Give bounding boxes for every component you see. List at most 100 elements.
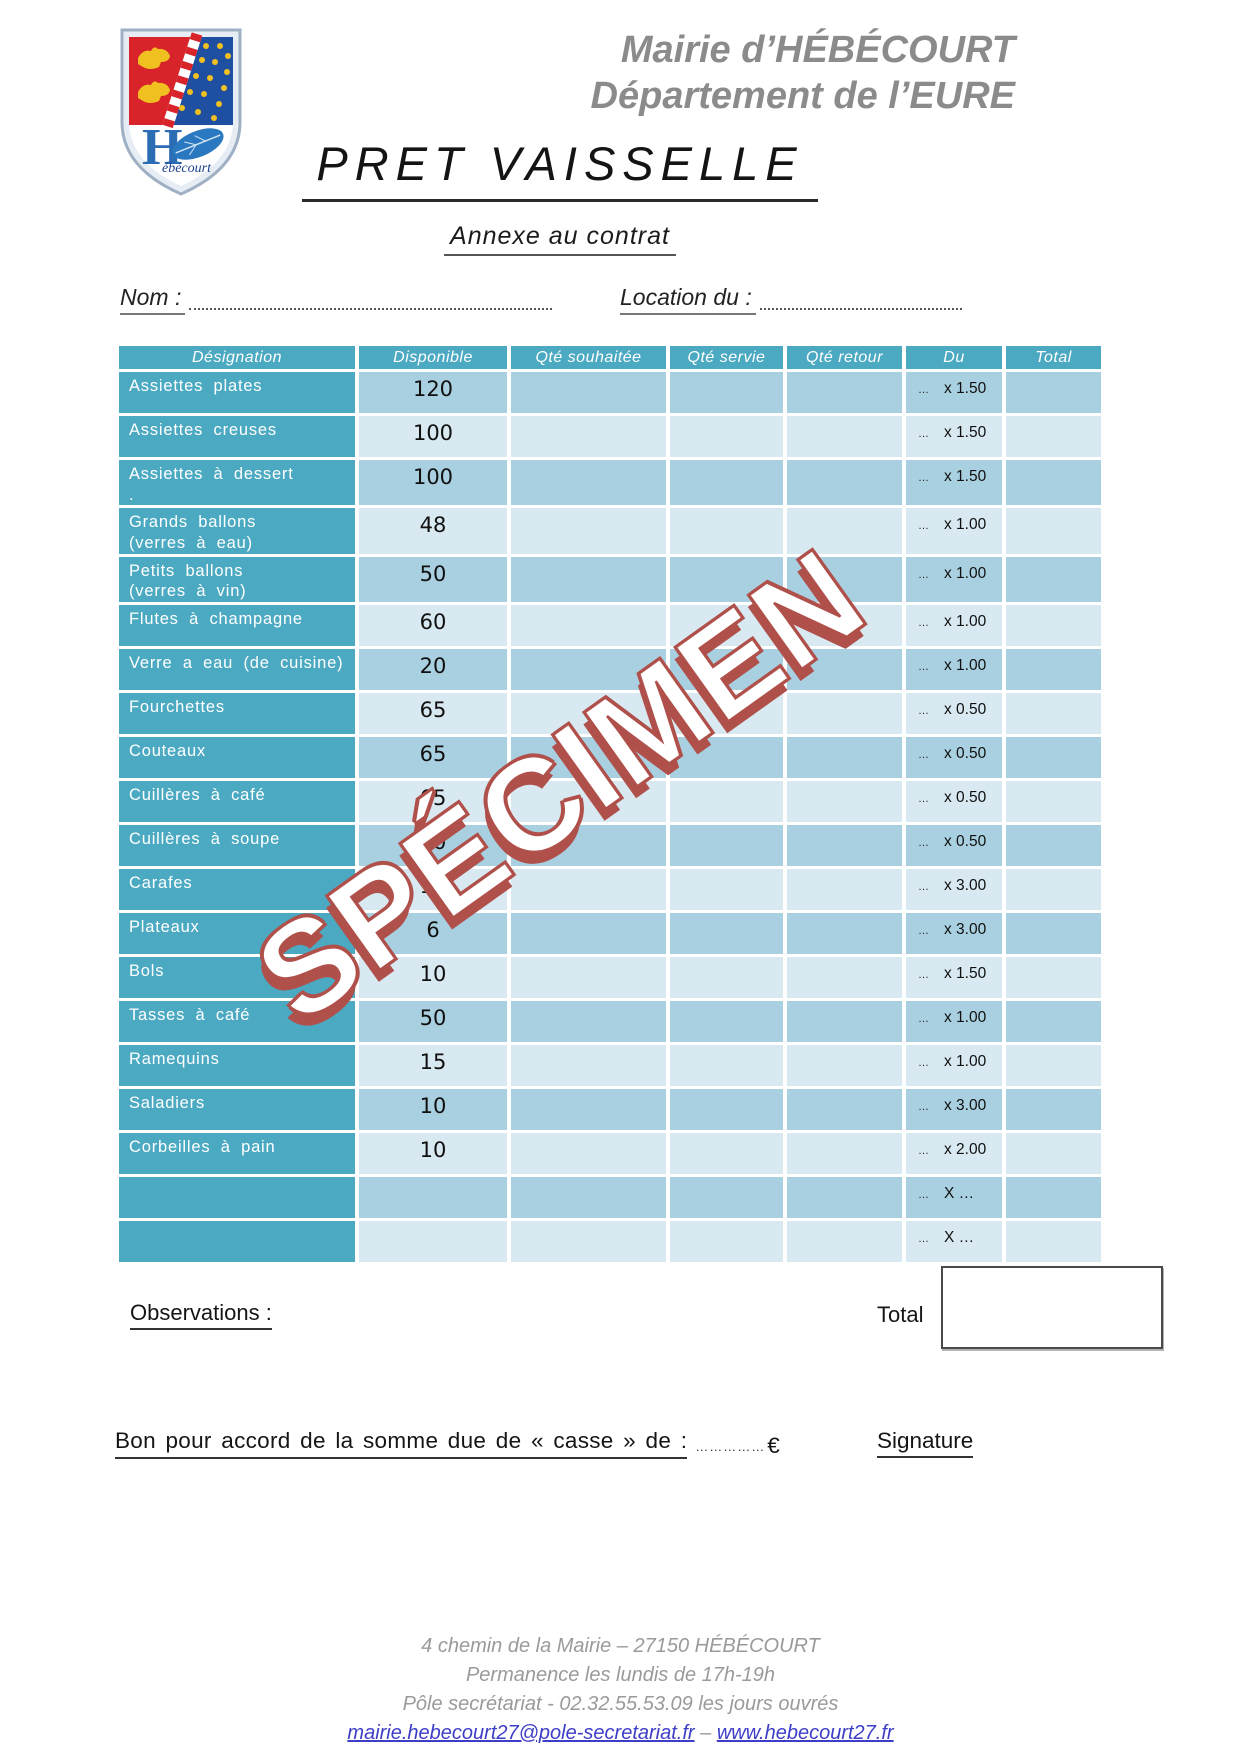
total-cell xyxy=(1006,1132,1101,1174)
du-dots: … xyxy=(918,748,930,761)
col-designation: Désignation xyxy=(119,346,355,369)
nom-dotted-line xyxy=(189,296,552,310)
du-dots: … xyxy=(918,384,930,396)
du-cell: … x 1.50 xyxy=(906,460,1002,506)
qte-souhaitee-cell xyxy=(511,372,666,413)
qte-souhaitee-cell xyxy=(511,824,666,866)
signature-label: Signature xyxy=(877,1428,974,1458)
table-row: Ramequins 15 … x 1.00 xyxy=(119,1044,1101,1086)
qte-souhaitee-cell xyxy=(511,460,666,506)
designation-cell: Cuillères à soupe xyxy=(119,824,355,866)
disponible-cell: 65 xyxy=(359,736,507,778)
total-cell xyxy=(1006,556,1101,602)
qte-retour-cell xyxy=(787,556,902,602)
qte-retour-cell xyxy=(787,508,902,554)
du-cell: … x 1.50 xyxy=(906,416,1002,457)
disponible-cell: 65 xyxy=(359,692,507,734)
total-label: Total xyxy=(877,1302,924,1327)
disponible-cell: 50 xyxy=(359,556,507,602)
designation-cell: Bols xyxy=(119,956,355,998)
du-multiplier: x 2.00 xyxy=(944,1140,987,1158)
total-cell xyxy=(1006,416,1101,457)
designation-cell: Fourchettes xyxy=(119,692,355,734)
du-dots: … xyxy=(918,1232,930,1245)
du-cell: … x 1.00 xyxy=(906,1000,1002,1042)
disponible-cell: 65 xyxy=(359,780,507,822)
du-cell: … x 3.00 xyxy=(906,1088,1002,1130)
col-du: Du xyxy=(906,346,1002,369)
du-cell: … x 1.50 xyxy=(906,956,1002,998)
euro-sign: € xyxy=(767,1433,780,1458)
du-cell: … x 3.00 xyxy=(906,868,1002,910)
observations-label: Observations : xyxy=(130,1300,272,1330)
designation-cell: Verre a eau (de cuisine) xyxy=(119,648,355,690)
total-cell xyxy=(1006,508,1101,554)
designation-cell: Assiettes creuses xyxy=(119,416,355,457)
disponible-cell: 15 xyxy=(359,868,507,910)
qte-servie-cell xyxy=(670,460,783,506)
table-row: Tasses à café 50 … x 1.00 xyxy=(119,1000,1101,1042)
du-multiplier: x 3.00 xyxy=(944,1096,987,1114)
disponible-cell: 48 xyxy=(359,508,507,554)
qte-servie-cell xyxy=(670,824,783,866)
du-cell: … X … xyxy=(906,1220,1002,1262)
du-dots: … xyxy=(918,616,930,629)
du-dots: … xyxy=(918,704,930,717)
du-dots: … xyxy=(918,968,930,981)
total-cell xyxy=(1006,1000,1101,1042)
disponible-cell: 50 xyxy=(359,1000,507,1042)
footer: 4 chemin de la Mairie – 27150 HÉBÉCOURT … xyxy=(0,1632,1241,1748)
qte-servie-cell xyxy=(670,1000,783,1042)
total-cell xyxy=(1006,1044,1101,1086)
disponible-cell xyxy=(359,1220,507,1262)
disponible-cell: 60 xyxy=(359,824,507,866)
designation-cell: Plateaux xyxy=(119,912,355,954)
inventory-table: Désignation Disponible Qté souhaitée Qté… xyxy=(115,343,1105,1265)
disponible-cell: 10 xyxy=(359,1132,507,1174)
page-title: PRET VAISSELLE xyxy=(280,136,840,202)
qte-retour-cell xyxy=(787,460,902,506)
qte-souhaitee-cell xyxy=(511,780,666,822)
du-multiplier: x 1.00 xyxy=(944,656,987,674)
qte-retour-cell xyxy=(787,1044,902,1086)
qte-souhaitee-cell xyxy=(511,416,666,457)
total-cell xyxy=(1006,868,1101,910)
col-total: Total xyxy=(1006,346,1101,369)
du-dots: … xyxy=(918,1188,930,1201)
designation-cell: Ramequins xyxy=(119,1044,355,1086)
du-dots: … xyxy=(918,568,930,581)
du-multiplier: x 1.00 xyxy=(944,1008,987,1026)
table-row: Corbeilles à pain 10 … x 2.00 xyxy=(119,1132,1101,1174)
du-dots: … xyxy=(918,660,930,673)
qte-souhaitee-cell xyxy=(511,604,666,646)
designation-cell: Cuillères à café xyxy=(119,780,355,822)
qte-servie-cell xyxy=(670,648,783,690)
shield-icon: H ébécourt xyxy=(120,28,242,196)
table-row: … X … xyxy=(119,1220,1101,1262)
du-cell: … X … xyxy=(906,1176,1002,1218)
du-multiplier: x 0.50 xyxy=(944,832,987,850)
disponible-cell xyxy=(359,1176,507,1218)
du-cell: … x 1.00 xyxy=(906,604,1002,646)
qte-retour-cell xyxy=(787,416,902,457)
du-multiplier: x 1.50 xyxy=(944,964,987,982)
email-link[interactable]: mairie.hebecourt27@pole-secretariat.fr xyxy=(347,1722,695,1744)
website-link[interactable]: www.hebecourt27.fr xyxy=(716,1722,894,1744)
qte-retour-cell xyxy=(787,1220,902,1262)
qte-servie-cell xyxy=(670,556,783,602)
designation-cell: Couteaux xyxy=(119,736,355,778)
table-row: Bols 10 … x 1.50 xyxy=(119,956,1101,998)
table-row: Plateaux 6 … x 3.00 xyxy=(119,912,1101,954)
lion-icon xyxy=(138,47,170,103)
nom-label: Nom : xyxy=(120,284,186,315)
qte-servie-cell xyxy=(670,508,783,554)
location-field: Location du : xyxy=(620,284,962,315)
designation-cell: Assiettes plates xyxy=(119,372,355,413)
designation-cell: Assiettes à dessert . xyxy=(119,460,355,506)
du-cell: … x 1.00 xyxy=(906,648,1002,690)
qte-servie-cell xyxy=(670,1088,783,1130)
table-row: Couteaux 65 … x 0.50 xyxy=(119,736,1101,778)
du-dots: … xyxy=(918,428,930,440)
du-multiplier: x 1.00 xyxy=(944,1052,987,1070)
organisation-title: Mairie d’HÉBÉCOURT Département de l’EURE xyxy=(375,28,1015,119)
